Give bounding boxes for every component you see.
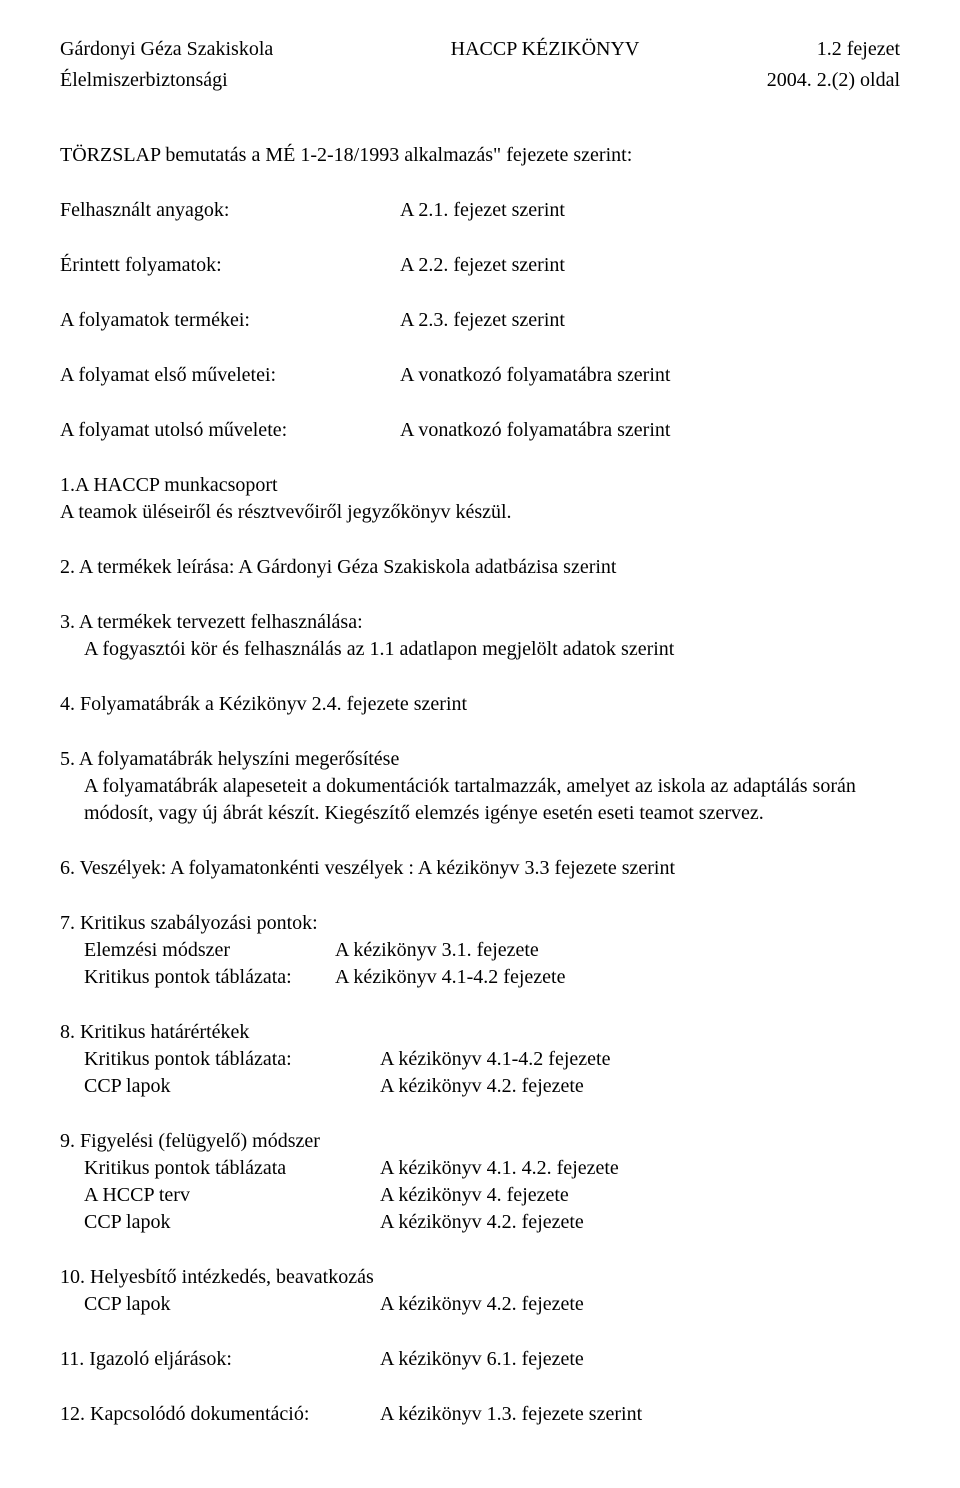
item-value: A kézikönyv 4.1-4.2 fejezete bbox=[335, 964, 900, 991]
row-label: A folyamat első műveletei: bbox=[60, 362, 400, 389]
section-3: 3. A termékek tervezett felhasználása: A… bbox=[60, 609, 900, 663]
section-item: Kritikus pontok táblázata: A kézikönyv 4… bbox=[60, 1046, 900, 1073]
section-line: 1.A HACCP munkacsoport bbox=[60, 472, 900, 499]
item-value: A kézikönyv 6.1. fejezete bbox=[380, 1346, 900, 1373]
item-label: Elemzési módszer bbox=[60, 937, 335, 964]
item-label: 11. Igazoló eljárások: bbox=[60, 1346, 380, 1373]
item-value: A kézikönyv 4.1. 4.2. fejezete bbox=[380, 1155, 900, 1182]
row-label: Érintett folyamatok: bbox=[60, 252, 400, 279]
item-label: Kritikus pontok táblázata bbox=[60, 1155, 380, 1182]
section-10: 10. Helyesbítő intézkedés, beavatkozás C… bbox=[60, 1264, 900, 1318]
item-value: A kézikönyv 4.2. fejezete bbox=[380, 1073, 900, 1100]
row-value: A 2.3. fejezet szerint bbox=[400, 307, 900, 334]
section-2: 2. A termékek leírása: A Gárdonyi Géza S… bbox=[60, 554, 900, 581]
subheader-right: 2004. 2.(2) oldal bbox=[767, 67, 900, 94]
section-item: Kritikus pontok táblázata A kézikönyv 4.… bbox=[60, 1155, 900, 1182]
section-item: CCP lapok A kézikönyv 4.2. fejezete bbox=[60, 1209, 900, 1236]
section-line: A fogyasztói kör és felhasználás az 1.1 … bbox=[60, 636, 900, 663]
doc-header: Gárdonyi Géza Szakiskola HACCP KÉZIKÖNYV… bbox=[60, 36, 900, 63]
section-4: 4. Folyamatábrák a Kézikönyv 2.4. fejeze… bbox=[60, 691, 900, 718]
item-label: Kritikus pontok táblázata: bbox=[60, 964, 335, 991]
section-title: 7. Kritikus szabályozási pontok: bbox=[60, 910, 900, 937]
section-title: 9. Figyelési (felügyelő) módszer bbox=[60, 1128, 900, 1155]
item-value: A kézikönyv 4.2. fejezete bbox=[380, 1291, 900, 1318]
item-value: A kézikönyv 1.3. fejezete szerint bbox=[380, 1401, 900, 1428]
section-item: A HCCP terv A kézikönyv 4. fejezete bbox=[60, 1182, 900, 1209]
item-label: A HCCP terv bbox=[60, 1182, 380, 1209]
item-label: Kritikus pontok táblázata: bbox=[60, 1046, 380, 1073]
section-item: Elemzési módszer A kézikönyv 3.1. fejeze… bbox=[60, 937, 900, 964]
item-value: A kézikönyv 4. fejezete bbox=[380, 1182, 900, 1209]
row-value: A vonatkozó folyamatábra szerint bbox=[400, 417, 900, 444]
row-label: A folyamatok termékei: bbox=[60, 307, 400, 334]
row-value: A vonatkozó folyamatábra szerint bbox=[400, 362, 900, 389]
section-line: 3. A termékek tervezett felhasználása: bbox=[60, 609, 900, 636]
info-row: Felhasznált anyagok: A 2.1. fejezet szer… bbox=[60, 197, 900, 224]
item-label: CCP lapok bbox=[60, 1291, 380, 1318]
info-row: A folyamatok termékei: A 2.3. fejezet sz… bbox=[60, 307, 900, 334]
row-value: A 2.1. fejezet szerint bbox=[400, 197, 900, 224]
section-title: 10. Helyesbítő intézkedés, beavatkozás bbox=[60, 1264, 900, 1291]
row-label: Felhasznált anyagok: bbox=[60, 197, 400, 224]
section-8: 8. Kritikus határértékek Kritikus pontok… bbox=[60, 1019, 900, 1100]
section-line: 5. A folyamatábrák helyszíni megerősítés… bbox=[60, 746, 900, 773]
header-right: 1.2 fejezet bbox=[817, 36, 900, 63]
doc-title: TÖRZSLAP bemutatás a MÉ 1-2-18/1993 alka… bbox=[60, 142, 900, 169]
info-row: A folyamat első műveletei: A vonatkozó f… bbox=[60, 362, 900, 389]
section-line: A folyamatábrák alapeseteit a dokumentác… bbox=[60, 773, 900, 827]
section-1: 1.A HACCP munkacsoport A teamok üléseirő… bbox=[60, 472, 900, 526]
section-item: CCP lapok A kézikönyv 4.2. fejezete bbox=[60, 1073, 900, 1100]
info-row: Érintett folyamatok: A 2.2. fejezet szer… bbox=[60, 252, 900, 279]
section-11: 11. Igazoló eljárások: A kézikönyv 6.1. … bbox=[60, 1346, 900, 1373]
section-item: Kritikus pontok táblázata: A kézikönyv 4… bbox=[60, 964, 900, 991]
info-row: A folyamat utolsó művelete: A vonatkozó … bbox=[60, 417, 900, 444]
section-6: 6. Veszélyek: A folyamatonkénti veszélye… bbox=[60, 855, 900, 882]
doc-subheader: Élelmiszerbiztonsági 2004. 2.(2) oldal bbox=[60, 67, 900, 94]
item-label: 12. Kapcsolódó dokumentáció: bbox=[60, 1401, 380, 1428]
item-value: A kézikönyv 4.1-4.2 fejezete bbox=[380, 1046, 900, 1073]
item-value: A kézikönyv 4.2. fejezete bbox=[380, 1209, 900, 1236]
item-value: A kézikönyv 3.1. fejezete bbox=[335, 937, 900, 964]
subheader-left: Élelmiszerbiztonsági bbox=[60, 67, 228, 94]
section-item: CCP lapok A kézikönyv 4.2. fejezete bbox=[60, 1291, 900, 1318]
header-left: Gárdonyi Géza Szakiskola bbox=[60, 36, 273, 63]
section-line: A teamok üléseiről és résztvevőiről jegy… bbox=[60, 499, 900, 526]
item-label: CCP lapok bbox=[60, 1209, 380, 1236]
row-value: A 2.2. fejezet szerint bbox=[400, 252, 900, 279]
section-5: 5. A folyamatábrák helyszíni megerősítés… bbox=[60, 746, 900, 827]
section-9: 9. Figyelési (felügyelő) módszer Kritiku… bbox=[60, 1128, 900, 1236]
row-label: A folyamat utolsó művelete: bbox=[60, 417, 400, 444]
section-7: 7. Kritikus szabályozási pontok: Elemzés… bbox=[60, 910, 900, 991]
section-title: 8. Kritikus határértékek bbox=[60, 1019, 900, 1046]
item-label: CCP lapok bbox=[60, 1073, 380, 1100]
section-12: 12. Kapcsolódó dokumentáció: A kézikönyv… bbox=[60, 1401, 900, 1428]
header-center: HACCP KÉZIKÖNYV bbox=[451, 36, 640, 63]
